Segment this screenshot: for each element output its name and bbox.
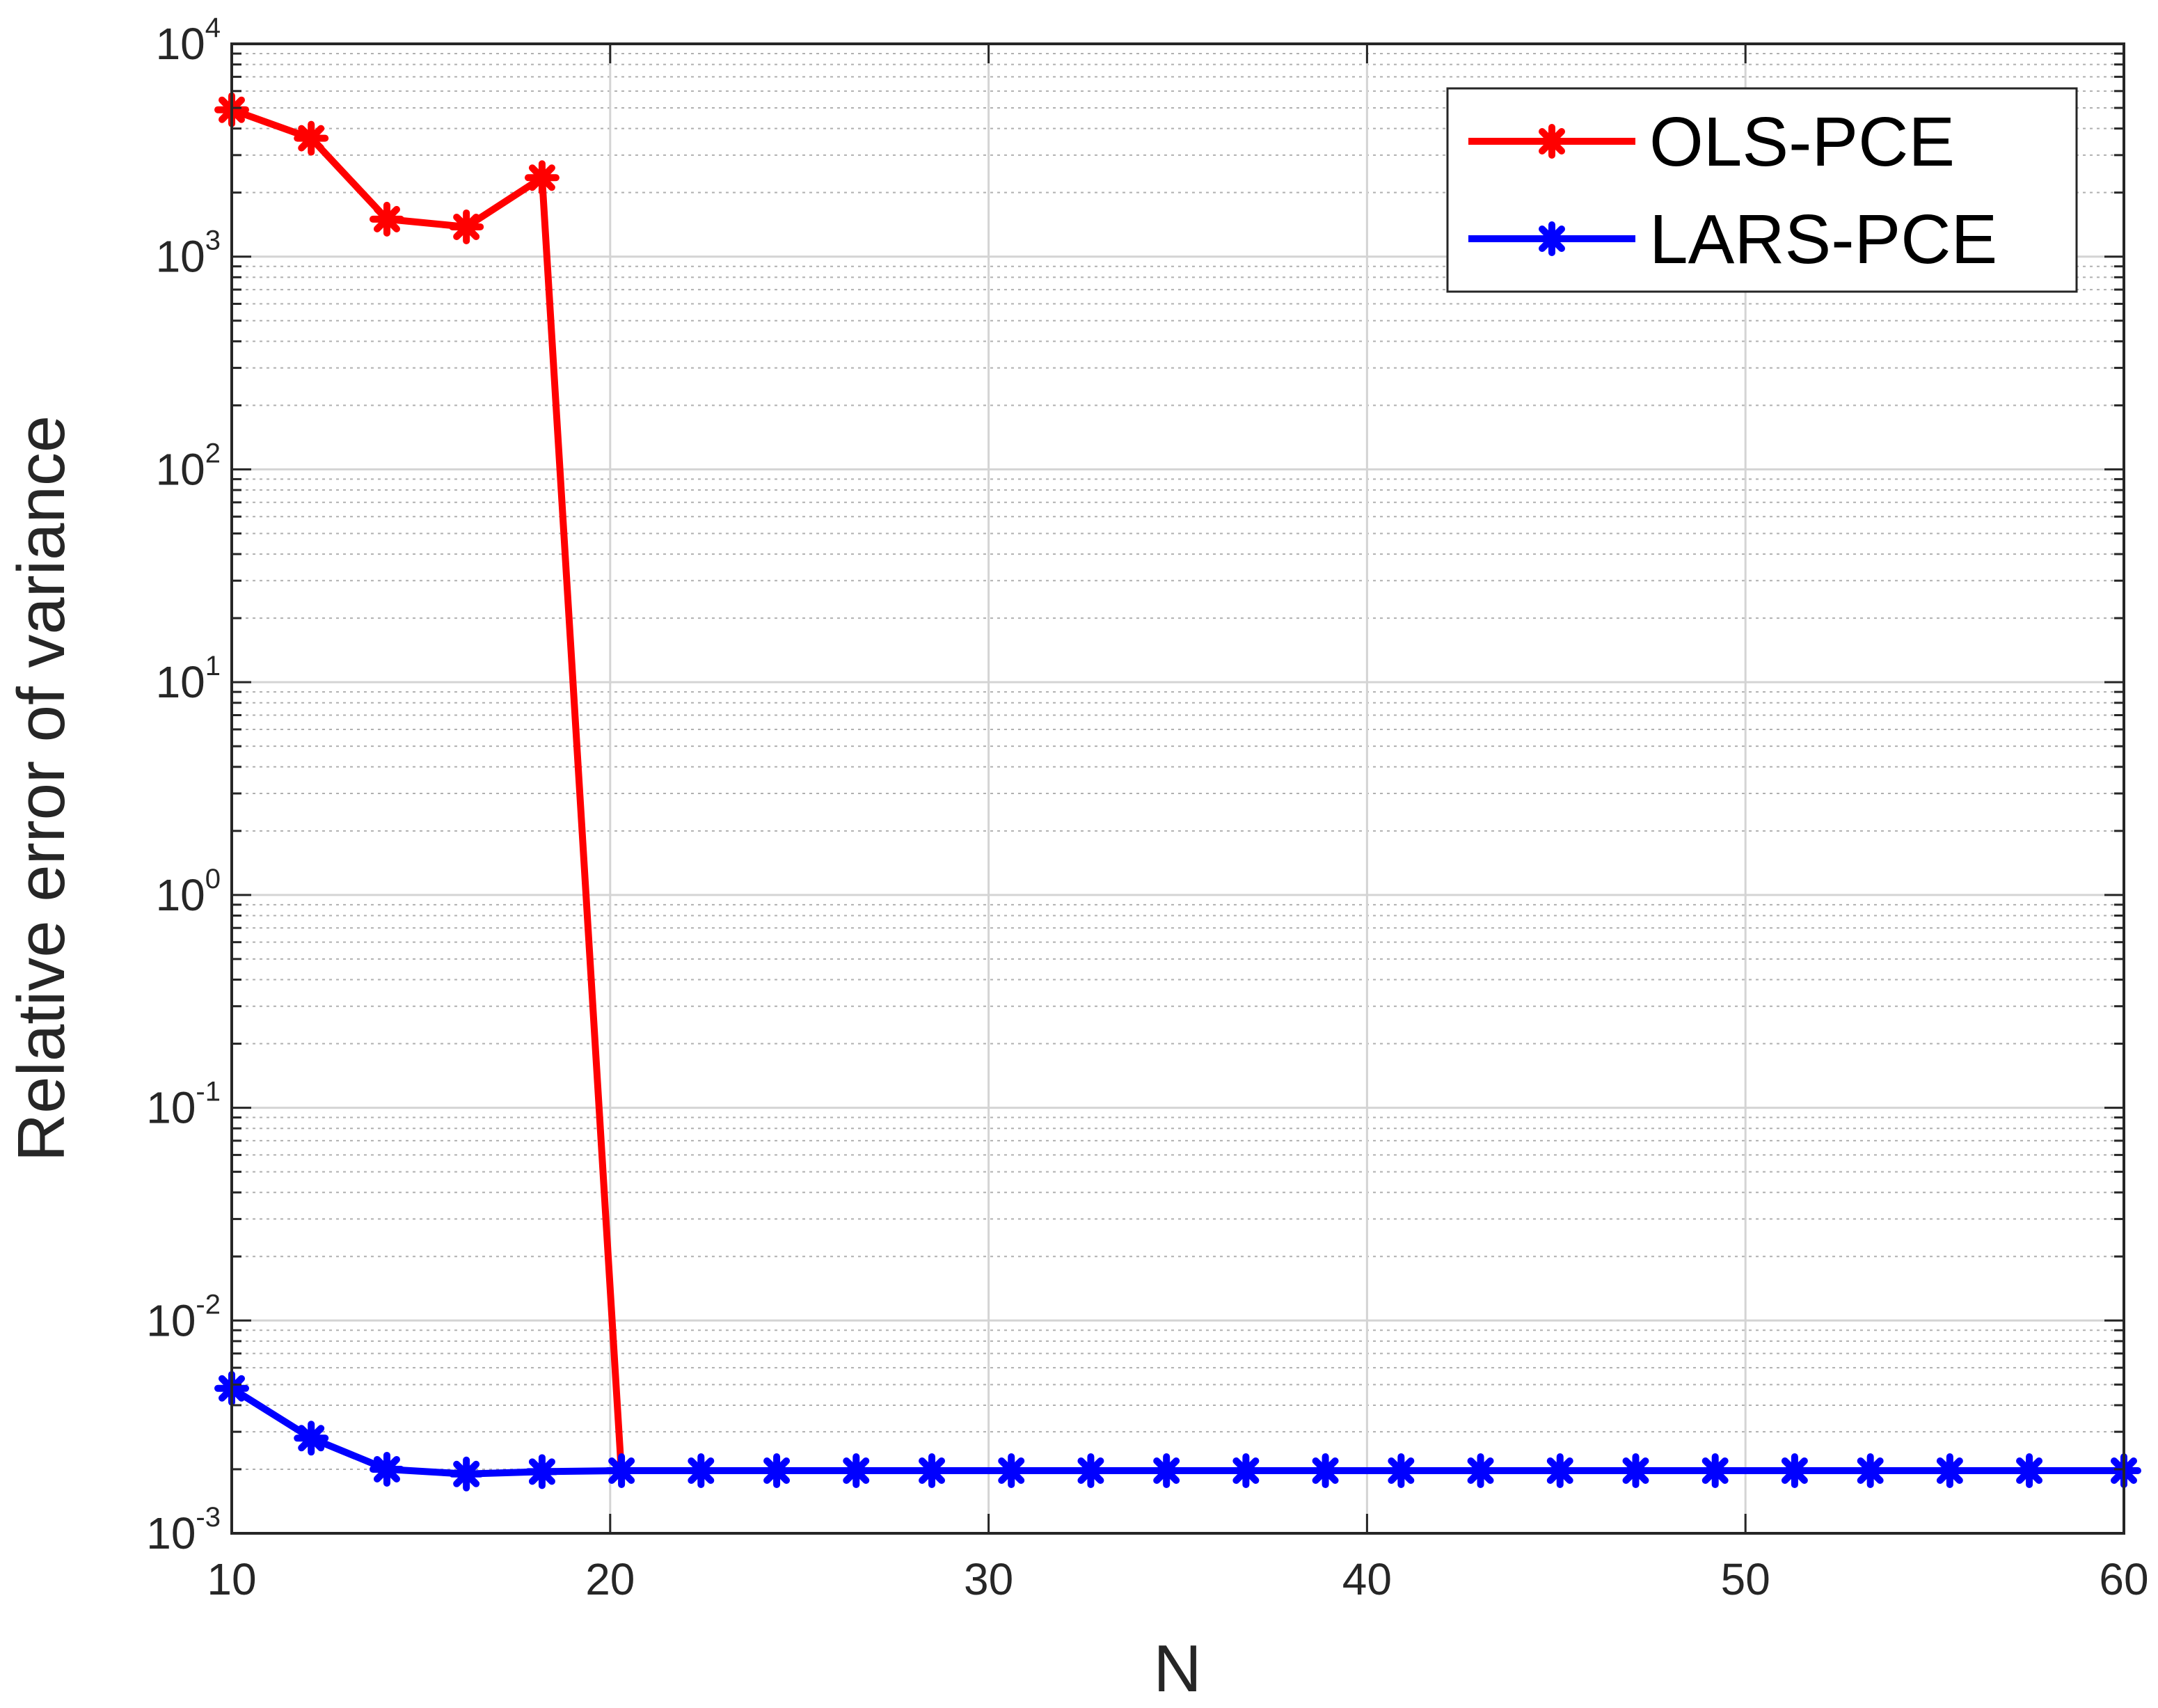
legend-label-ols: OLS-PCE xyxy=(1649,103,1955,181)
data-point xyxy=(294,1421,329,1456)
y-tick-base: 10 xyxy=(146,1295,196,1345)
y-tick-exponent: 1 xyxy=(205,651,221,681)
data-point xyxy=(449,1456,484,1492)
x-tick-label: 10 xyxy=(207,1554,256,1604)
y-tick-label: 104 xyxy=(156,13,221,69)
x-tick-label: 60 xyxy=(2099,1554,2148,1604)
data-point xyxy=(1697,1453,1733,1488)
data-point xyxy=(1852,1453,1888,1488)
data-point xyxy=(1618,1453,1653,1488)
x-axis-label: N xyxy=(1153,1631,1201,1706)
y-tick-base: 10 xyxy=(146,1083,196,1133)
y-axis-label: Relative error of variance xyxy=(4,416,79,1162)
y-tick-base: 10 xyxy=(156,870,205,920)
data-point xyxy=(994,1453,1029,1488)
data-point xyxy=(1308,1453,1343,1488)
legend-box xyxy=(1446,87,2078,293)
y-tick-base: 10 xyxy=(156,444,205,494)
data-point xyxy=(449,209,484,244)
data-point xyxy=(1228,1453,1264,1488)
data-point xyxy=(1149,1453,1184,1488)
data-point xyxy=(1463,1453,1498,1488)
data-point xyxy=(1383,1453,1419,1488)
y-tick-base: 10 xyxy=(156,657,205,707)
data-point xyxy=(1073,1453,1109,1488)
data-point xyxy=(1932,1453,1967,1488)
x-tick-label: 20 xyxy=(585,1554,635,1604)
y-tick-label: 102 xyxy=(156,438,221,494)
y-tick-label: 10-2 xyxy=(146,1289,221,1345)
x-tick-labels: 10 20 30 40 50 60 xyxy=(207,1554,2148,1604)
y-tick-exponent: -3 xyxy=(196,1502,221,1533)
y-tick-exponent: -1 xyxy=(196,1077,221,1107)
series-layer xyxy=(214,92,2141,1492)
legend-marker-glyph xyxy=(1534,221,1569,256)
y-tick-exponent: 4 xyxy=(205,13,221,43)
axis-ticks xyxy=(230,42,2125,1535)
legend-marker-lars xyxy=(1534,221,1569,256)
data-point xyxy=(839,1453,874,1488)
data-point xyxy=(914,1453,950,1488)
y-tick-exponent: 0 xyxy=(205,864,221,894)
legend-marker-glyph xyxy=(1534,124,1569,159)
data-point xyxy=(2012,1453,2047,1488)
y-tick-base: 10 xyxy=(146,1508,196,1558)
data-point xyxy=(294,120,329,156)
data-point xyxy=(604,1453,640,1488)
y-tick-label: 100 xyxy=(156,864,221,920)
data-point xyxy=(369,201,404,237)
x-tick-label: 40 xyxy=(1342,1554,1392,1604)
y-tick-label: 10-3 xyxy=(146,1502,221,1558)
data-point xyxy=(369,1451,404,1487)
legend-marker-ols xyxy=(1534,124,1569,159)
y-tick-base: 10 xyxy=(156,19,205,69)
x-tick-label: 50 xyxy=(1721,1554,1770,1604)
y-tick-label: 10-1 xyxy=(146,1077,221,1133)
data-point xyxy=(524,1454,560,1489)
minor-grid xyxy=(232,52,2124,1470)
data-point xyxy=(524,160,560,196)
y-tick-base: 10 xyxy=(156,232,205,282)
y-tick-exponent: -2 xyxy=(196,1289,221,1320)
x-tick-label: 30 xyxy=(964,1554,1013,1604)
data-point xyxy=(683,1453,719,1488)
series-line-ols-pce xyxy=(230,106,626,1475)
legend: OLS-PCE LARS-PCE xyxy=(1446,87,2078,293)
data-point xyxy=(759,1453,795,1488)
y-tick-label: 101 xyxy=(156,651,221,707)
plot-frame xyxy=(230,42,2125,1535)
y-tick-label: 103 xyxy=(156,226,221,282)
data-point xyxy=(1777,1453,1812,1488)
data-point xyxy=(1542,1453,1578,1488)
y-tick-exponent: 2 xyxy=(205,438,221,468)
legend-label-lars: LARS-PCE xyxy=(1649,200,1997,278)
y-tick-exponent: 3 xyxy=(205,226,221,256)
